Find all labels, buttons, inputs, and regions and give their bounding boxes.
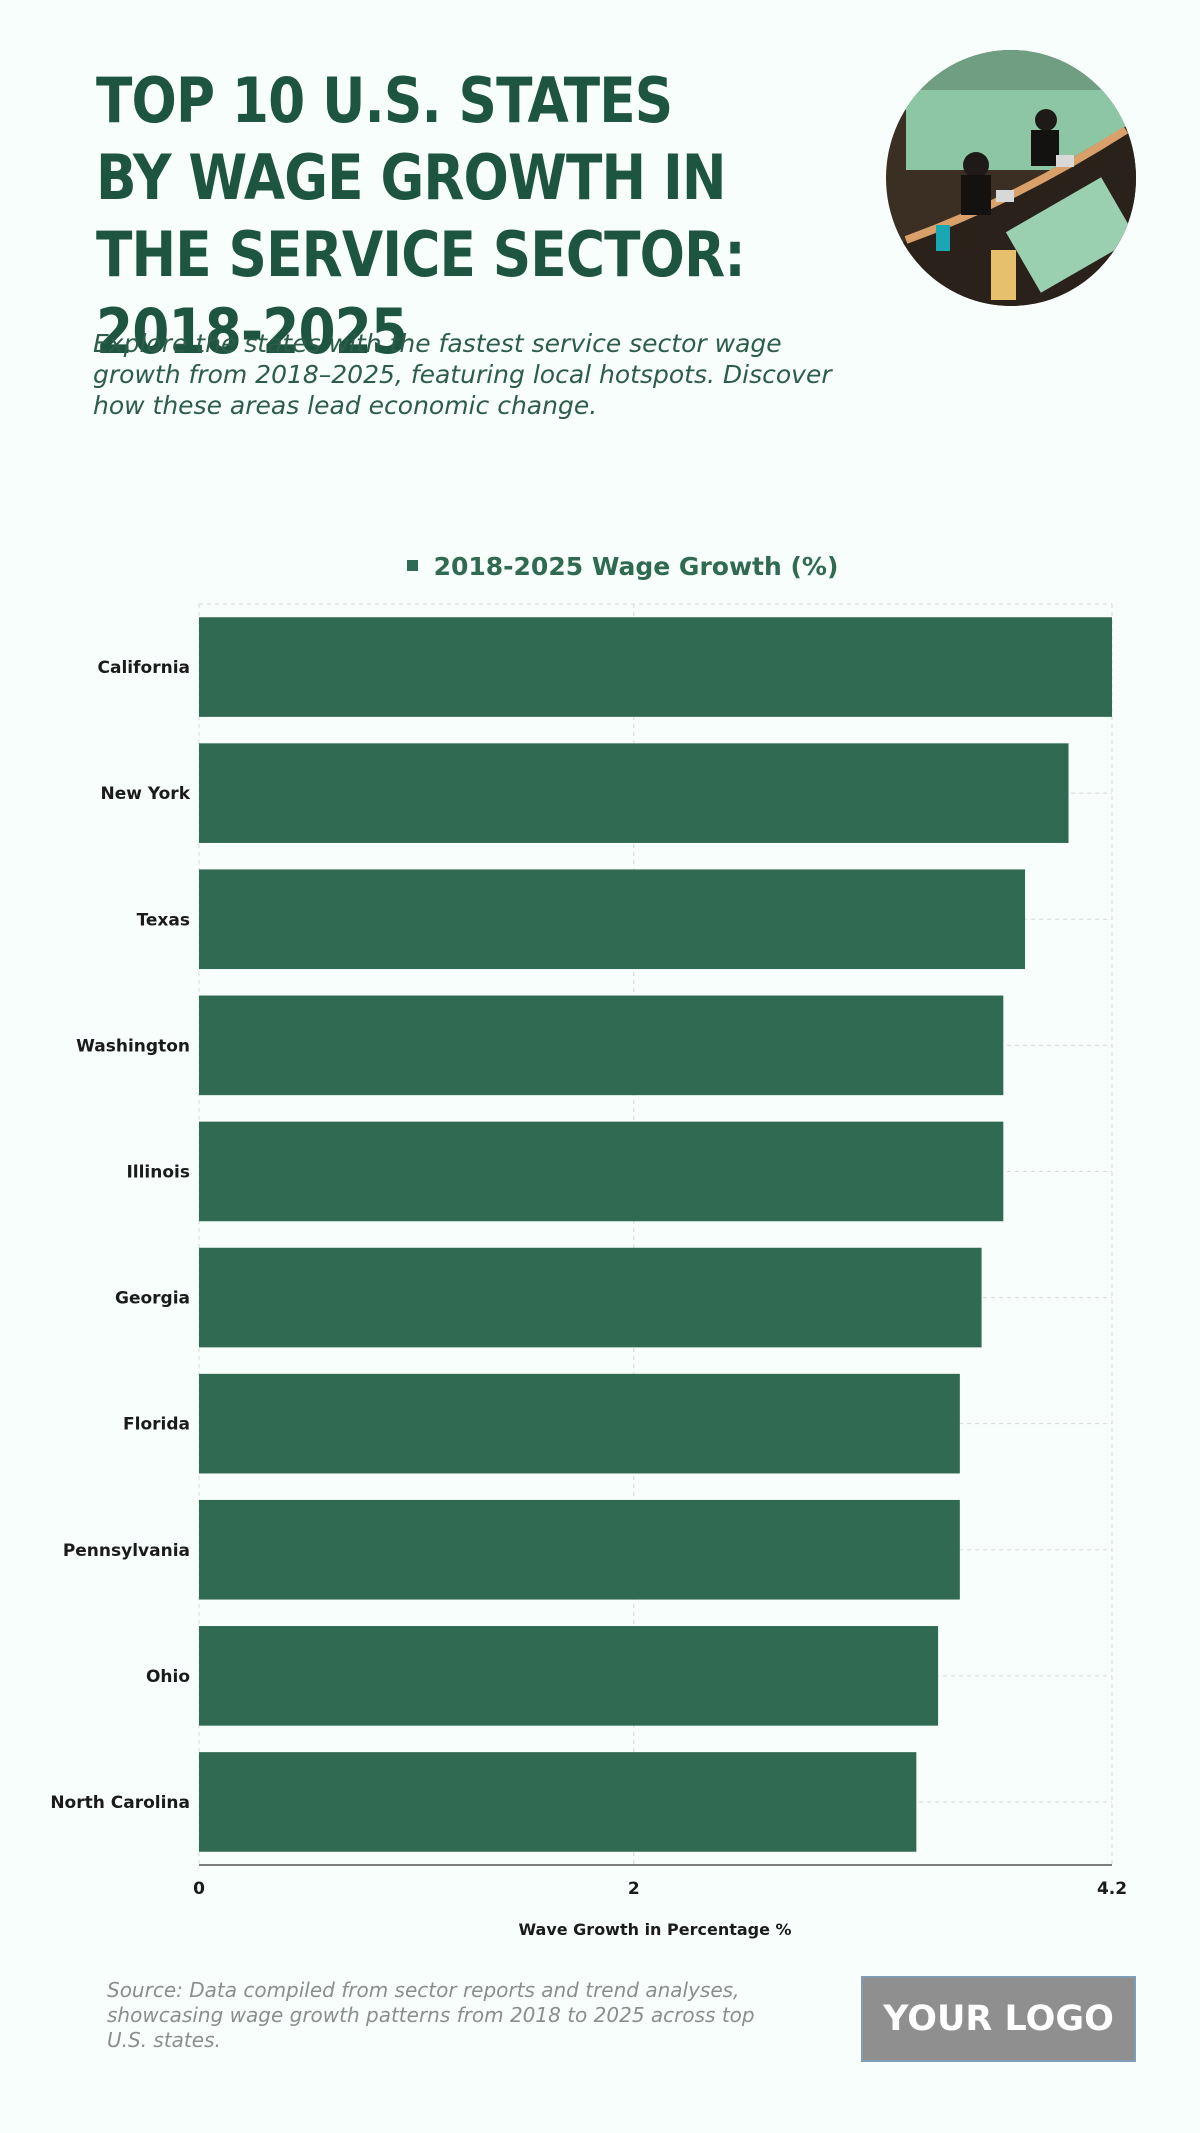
category-label: Illinois [126,1162,190,1182]
bar [199,869,1026,970]
bar [199,1626,939,1726]
category-label: Florida [123,1415,190,1435]
legend-swatch [406,559,418,571]
bar [199,743,1069,843]
bar [199,1499,960,1600]
x-axis-label: Wave Growth in Percentage % [518,1920,791,1939]
bar [199,1247,982,1348]
x-tick-label: 2 [628,1879,640,1899]
logo-placeholder: YOUR LOGO [861,1976,1136,2062]
category-label: Ohio [146,1667,190,1687]
bar [199,995,1004,1096]
bar [199,1121,1004,1222]
bar [199,1752,917,1852]
bar [199,617,1112,717]
category-label: Washington [76,1036,190,1056]
bar-chart: California New York Texas Washington Illinoi… [50,603,1127,1939]
page-title: TOP 10 U.S. STATES BY WAGE GROWTH IN THE… [96,64,746,368]
source-note: Source: Data compiled from sector report… [107,1978,755,2052]
bar [199,1373,960,1474]
x-tick-label: 4.2 [1097,1879,1127,1899]
legend-label: 2018-2025 Wage Growth (%) [433,552,839,581]
page-subtitle: Explore the states with the fastest serv… [93,329,832,420]
category-label: California [98,658,190,678]
chart-legend: 2018-2025 Wage Growth (%) [0,552,1200,581]
category-label: New York [101,784,191,804]
x-tick-label: 0 [193,1879,205,1899]
category-label: Texas [137,910,190,930]
category-label: North Carolina [50,1793,190,1813]
category-label: Pennsylvania [63,1541,190,1561]
office-photo [886,50,1136,306]
category-label: Georgia [115,1289,190,1309]
